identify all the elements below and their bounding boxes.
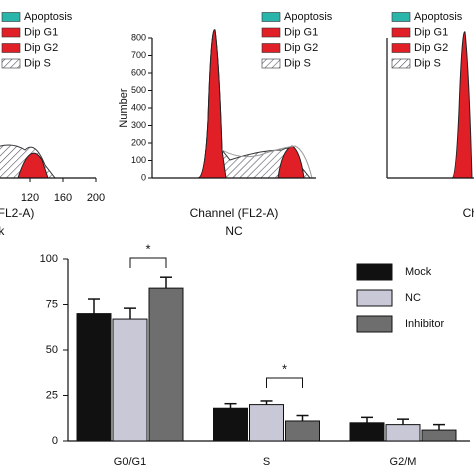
legend-swatch bbox=[1, 43, 21, 53]
legend-swatch bbox=[356, 289, 393, 307]
bar bbox=[349, 422, 385, 442]
x-tick-label: G0/G1 bbox=[114, 456, 146, 468]
legend-swatch bbox=[1, 12, 21, 22]
y-tick-label: 100 bbox=[40, 253, 58, 265]
x-tick-label: 160 bbox=[54, 192, 72, 204]
bar bbox=[285, 420, 320, 442]
y-tick-label: 400 bbox=[131, 102, 146, 112]
x-axis-label: Channel (FL2-A) bbox=[0, 206, 34, 220]
legend-label: Dip G1 bbox=[414, 26, 448, 38]
y-tick-label: 0 bbox=[141, 172, 146, 182]
legend-swatch bbox=[1, 27, 21, 38]
legend-label: Mock bbox=[405, 266, 432, 278]
y-tick-label: 25 bbox=[46, 389, 58, 401]
y-tick-label: 500 bbox=[131, 85, 146, 95]
y-tick-label: 0 bbox=[52, 435, 58, 447]
bar bbox=[112, 318, 148, 442]
legend-label: Dip G2 bbox=[24, 42, 58, 54]
legend-label: Apoptosis bbox=[284, 11, 333, 23]
legend-label: Dip S bbox=[24, 57, 51, 69]
legend-swatch bbox=[391, 43, 411, 53]
x-axis-label: Channel (FL2-A) bbox=[190, 206, 279, 220]
legend-swatch bbox=[391, 58, 411, 69]
y-tick-label: 100 bbox=[131, 155, 146, 165]
bar bbox=[385, 424, 421, 442]
legend-swatch bbox=[356, 263, 393, 281]
y-tick-label: 300 bbox=[131, 120, 146, 130]
y-tick-label: 800 bbox=[131, 32, 146, 42]
panel-label: Mock bbox=[0, 224, 5, 238]
y-tick-label: 75 bbox=[46, 298, 58, 310]
y-tick-label: 700 bbox=[131, 50, 146, 60]
histogram-mock bbox=[0, 144, 96, 179]
x-axis-label: Channel (FL2-A) bbox=[463, 206, 474, 220]
legend-label: Dip G2 bbox=[284, 42, 318, 54]
y-axis-label: Number bbox=[118, 88, 130, 127]
bar bbox=[421, 429, 457, 442]
legend-swatch bbox=[1, 58, 21, 69]
legend-label: Apoptosis bbox=[24, 11, 73, 23]
legend-swatch bbox=[261, 58, 281, 69]
y-tick-label: 50 bbox=[46, 344, 58, 356]
legend-swatch bbox=[261, 43, 281, 53]
legend-swatch bbox=[356, 315, 393, 333]
annotation: * bbox=[282, 361, 287, 376]
legend-label: Inhibitor bbox=[405, 318, 444, 330]
significance-bracket bbox=[266, 377, 303, 388]
bar bbox=[213, 407, 248, 442]
x-tick-label: 120 bbox=[21, 192, 39, 204]
x-tick-label: G2/M bbox=[390, 456, 417, 468]
histogram-right bbox=[386, 31, 474, 179]
legend-label: NC bbox=[405, 292, 421, 304]
histogram-nc bbox=[151, 29, 316, 179]
bar bbox=[76, 313, 112, 442]
legend-label: Dip S bbox=[284, 57, 311, 69]
legend-swatch bbox=[261, 12, 281, 22]
legend-label: Apoptosis bbox=[414, 11, 463, 23]
bar bbox=[249, 404, 284, 442]
annotation: * bbox=[145, 241, 150, 256]
y-tick-label: 200 bbox=[131, 137, 146, 147]
legend-label: Dip G1 bbox=[24, 26, 58, 38]
bar bbox=[148, 287, 184, 442]
legend-swatch bbox=[261, 27, 281, 38]
x-tick-label: 200 bbox=[87, 192, 105, 204]
legend-label: Dip S bbox=[414, 57, 441, 69]
y-tick-label: 600 bbox=[131, 67, 146, 77]
legend-label: Dip G1 bbox=[284, 26, 318, 38]
significance-bracket bbox=[129, 257, 167, 268]
legend-swatch bbox=[391, 27, 411, 38]
x-tick-label: S bbox=[263, 456, 270, 468]
legend-swatch bbox=[391, 12, 411, 22]
legend-label: Dip G2 bbox=[414, 42, 448, 54]
panel-label: NC bbox=[225, 224, 243, 238]
